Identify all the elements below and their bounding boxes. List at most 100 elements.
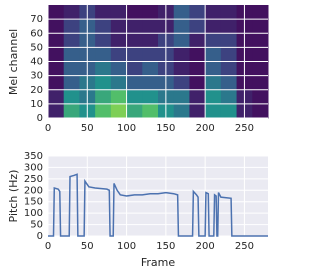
heatmap-cell xyxy=(252,61,269,77)
heatmap-cell xyxy=(205,47,222,62)
heatmap-cell xyxy=(142,5,159,20)
heatmap-cell xyxy=(205,89,222,105)
heatmap-cell xyxy=(48,33,65,48)
x-tick-label: 0 xyxy=(45,123,51,134)
heatmap-cell xyxy=(95,33,112,48)
x-tick-label: 0 xyxy=(45,241,51,252)
heatmap-cell xyxy=(189,75,206,91)
y-tick-label: 100 xyxy=(24,208,43,219)
chart: Mel channel Pitch (Hz) Frame 0 10 20 30 40 50… xyxy=(7,5,269,269)
heatmap-cell xyxy=(95,75,112,91)
heatmap-cell xyxy=(126,89,143,105)
x-tick-label: 50 xyxy=(81,241,94,252)
heatmap-cell xyxy=(252,89,269,105)
heatmap-cell xyxy=(63,5,80,20)
y-tick-label: 50 xyxy=(30,42,43,53)
heatmap-cell xyxy=(95,47,112,62)
heatmap-cell xyxy=(126,75,143,91)
heatmap-cell xyxy=(63,89,80,105)
heatmap-cell xyxy=(142,47,159,62)
y-tick-label: 350 xyxy=(24,151,43,162)
y-tick-label: 30 xyxy=(30,71,43,82)
x-tick-label: 150 xyxy=(156,241,175,252)
heatmap-cell xyxy=(48,19,65,34)
heatmap-cell xyxy=(142,89,159,105)
heatmap-cell xyxy=(142,61,159,77)
heatmap-cell xyxy=(173,47,190,62)
y-tick-label: 10 xyxy=(30,99,43,110)
heatmap-cell xyxy=(48,75,65,91)
heatmap-cell xyxy=(48,61,65,77)
x-tick-label: 250 xyxy=(235,123,254,134)
y-tick-label: 0 xyxy=(37,113,43,124)
y-tick-label: 40 xyxy=(30,57,43,68)
heatmap-cell xyxy=(110,19,128,34)
heatmap-cell xyxy=(95,5,112,20)
heatmap-cell xyxy=(205,19,222,34)
heatmap-cell xyxy=(48,89,65,105)
heatmap-cell xyxy=(205,33,222,48)
heatmap-cell xyxy=(220,103,238,119)
x-tick-label: 50 xyxy=(81,123,94,134)
heatmap-cell xyxy=(252,103,269,119)
heatmap-cell xyxy=(220,33,238,48)
x-tick-label: 150 xyxy=(156,123,175,134)
heatmap-cell xyxy=(252,33,269,48)
heatmap-cell xyxy=(189,103,206,119)
y-tick-label: 0 xyxy=(37,231,43,242)
heatmap-cell xyxy=(48,103,65,119)
y-axis-label: Pitch (Hz) xyxy=(7,170,20,223)
heatmap-cell xyxy=(220,5,238,20)
heatmap-cell xyxy=(63,47,80,62)
heatmap-cell xyxy=(126,61,143,77)
x-axis-label: Frame xyxy=(141,256,176,269)
heatmap-cell xyxy=(173,75,190,91)
heatmap-cell xyxy=(173,89,190,105)
heatmap-cell xyxy=(173,33,190,48)
heatmap-cell xyxy=(173,19,190,34)
heatmap-cell xyxy=(189,19,206,34)
y-tick-label: 20 xyxy=(30,85,43,96)
heatmap-cell xyxy=(63,103,80,119)
heatmap-cell xyxy=(110,5,128,20)
x-tick-label: 200 xyxy=(196,123,215,134)
y-tick-label: 60 xyxy=(30,28,43,39)
x-tick-label: 250 xyxy=(235,241,254,252)
heatmap-cell xyxy=(126,5,143,20)
heatmap-cell xyxy=(110,89,128,105)
heatmap-cell xyxy=(110,47,128,62)
heatmap-cell xyxy=(220,89,238,105)
heatmap-cell xyxy=(220,47,238,62)
heatmap-cell xyxy=(126,47,143,62)
heatmap-cell xyxy=(110,75,128,91)
heatmap-cell xyxy=(95,19,112,34)
y-tick-label: 70 xyxy=(30,14,43,25)
heatmap-cell xyxy=(205,61,222,77)
heatmap-cell xyxy=(95,61,112,77)
heatmap-cell xyxy=(142,19,159,34)
heatmap-cell xyxy=(173,103,190,119)
heatmap-cell xyxy=(126,33,143,48)
heatmap-cell xyxy=(142,75,159,91)
y-tick-label: 300 xyxy=(24,162,43,173)
heatmap-cell xyxy=(189,5,206,20)
heatmap-cell xyxy=(220,19,238,34)
y-tick-label: 50 xyxy=(30,220,43,231)
x-tick-label: 100 xyxy=(117,123,136,134)
heatmap-cell xyxy=(63,75,80,91)
heatmap-cell xyxy=(63,33,80,48)
heatmap-cell xyxy=(48,47,65,62)
heatmap-cell xyxy=(205,5,222,20)
y-axis-label: Mel channel xyxy=(7,29,20,95)
plot-area xyxy=(48,156,268,236)
heatmap-cell xyxy=(220,61,238,77)
heatmap-cell xyxy=(95,103,112,119)
heatmap-cell xyxy=(252,47,269,62)
heatmap-cell xyxy=(110,33,128,48)
heatmap-cell xyxy=(252,5,269,20)
heatmap-cell xyxy=(252,19,269,34)
heatmap-cell xyxy=(173,5,190,20)
x-tick-label: 200 xyxy=(196,241,215,252)
heatmap-cell xyxy=(189,47,206,62)
